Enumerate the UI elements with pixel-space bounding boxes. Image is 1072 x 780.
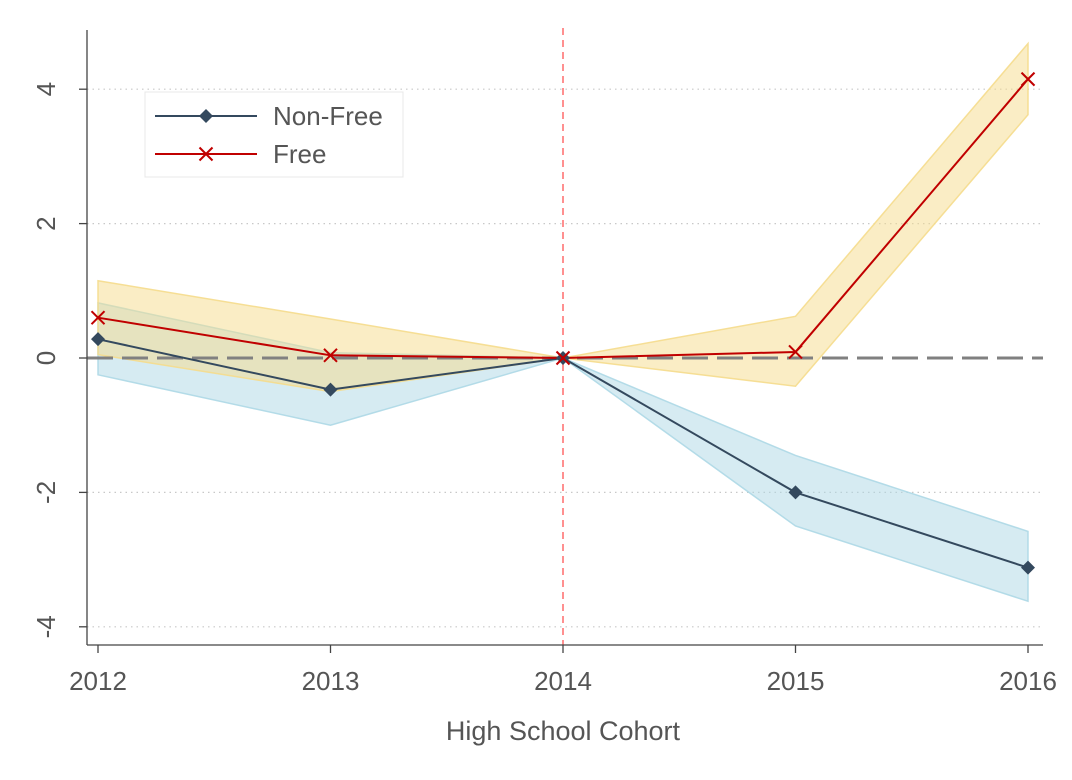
data-point-non-free (1021, 560, 1035, 575)
legend: Non-Free Free (144, 91, 404, 178)
x-tick-label: 2012 (69, 666, 127, 696)
y-tick-label: 2 (31, 216, 61, 230)
y-tick-label: 0 (31, 351, 61, 365)
legend-marker (199, 109, 213, 123)
axes: -4 -2 0 2 4 2012 2013 2014 2015 2016 (31, 30, 1057, 696)
y-tick-label: -2 (31, 481, 61, 504)
x-tick-label: 2015 (767, 666, 825, 696)
data-point-non-free (323, 382, 338, 397)
x-tick-label: 2014 (534, 666, 592, 696)
data-point-free (555, 350, 571, 366)
x-axis-title: High School Cohort (446, 716, 681, 746)
confidence-band-free (97, 41, 1029, 393)
x-tick-label: 2013 (302, 666, 360, 696)
data-point-non-free (788, 485, 803, 500)
legend-label: Non-Free (273, 101, 383, 131)
data-point-free (90, 310, 106, 325)
x-tick-label: 2016 (999, 666, 1057, 696)
y-tick-label: -4 (31, 615, 61, 638)
legend-label: Free (273, 139, 326, 169)
y-tick-label: 4 (31, 82, 61, 96)
legend-entry-non-free: Non-Free (155, 101, 383, 131)
data-point-non-free (91, 332, 105, 347)
series-markers (90, 71, 1036, 575)
legend-entry-free: Free (155, 139, 326, 169)
data-point-free (788, 344, 803, 360)
legend-marker (198, 146, 214, 162)
legend-box (144, 91, 404, 178)
data-point-free (1020, 71, 1036, 87)
data-point-free (323, 348, 338, 363)
